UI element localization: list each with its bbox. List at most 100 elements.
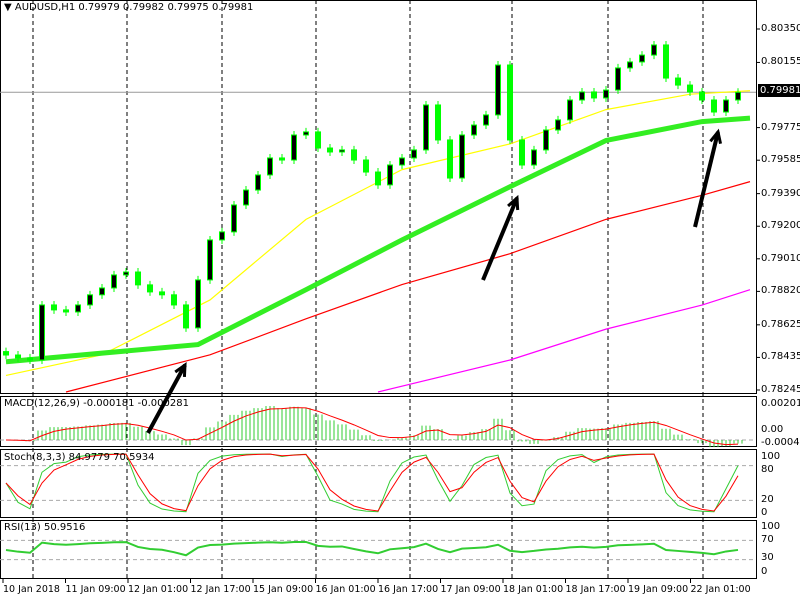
- stoch-main-line: [5, 453, 739, 513]
- candle-body: [447, 139, 453, 179]
- time-label: 18 Jan 17:00: [565, 584, 626, 595]
- candle-body: [39, 304, 45, 361]
- axis-label: 0.78435: [761, 351, 800, 363]
- candle-body: [603, 89, 609, 99]
- candle-body: [459, 134, 465, 179]
- axis-label: 0.78625: [761, 318, 800, 330]
- stoch-signal-line: [5, 453, 739, 512]
- axis-label: 0.002014: [761, 398, 800, 409]
- axis-label: 20: [761, 494, 774, 505]
- time-label: 11 Jan 09:00: [65, 584, 126, 595]
- candle-body: [495, 64, 501, 116]
- candle-body: [363, 159, 369, 173]
- axis-label: 0.80155: [761, 56, 800, 68]
- axis-label: 0.79200: [761, 220, 800, 232]
- candle-body: [699, 91, 705, 101]
- axis-label: 0.80350: [761, 23, 800, 34]
- time-label: 12 Jan 17:00: [190, 584, 251, 595]
- annotation-arrow: [693, 131, 720, 228]
- candle-body: [279, 157, 285, 161]
- candle-body: [435, 104, 441, 141]
- candle-body: [567, 99, 573, 121]
- candle-body: [339, 149, 345, 153]
- panel-frame: [0, 449, 757, 518]
- candle-body: [87, 294, 93, 306]
- annotation-arrow: [481, 197, 519, 281]
- candle-body: [267, 157, 273, 176]
- candle-body: [387, 164, 393, 186]
- candle-body: [219, 231, 225, 241]
- axis-label: 100: [761, 451, 781, 462]
- candle-body: [195, 279, 201, 329]
- axis-label: 0.79010: [761, 252, 800, 264]
- axis-label: 0.79585: [761, 154, 800, 166]
- candle-body: [75, 304, 81, 313]
- time-label: 10 Jan 2018: [3, 584, 60, 595]
- candle-body: [243, 189, 249, 206]
- time-label: 16 Jan 01:00: [315, 584, 376, 595]
- candle-body: [171, 294, 177, 306]
- axis-label: -0.000456: [761, 437, 800, 448]
- candle-body: [327, 147, 333, 153]
- time-label: 15 Jan 09:00: [253, 584, 314, 595]
- candle-body: [303, 131, 309, 136]
- macd-signal-line: [5, 407, 739, 446]
- arrow-head-icon: [709, 128, 722, 145]
- candle-body: [27, 357, 33, 361]
- rsi-label: RSI(13) 50.9516: [4, 522, 86, 533]
- candle-body: [123, 271, 129, 276]
- candle-body: [351, 149, 357, 161]
- panel-frame: [0, 396, 757, 447]
- candle-body: [627, 61, 633, 69]
- time-label: 18 Jan 01:00: [503, 584, 564, 595]
- candle-body: [183, 304, 189, 329]
- candle-body: [639, 54, 645, 63]
- axis-label: 0.78820: [761, 285, 800, 297]
- candle-body: [615, 67, 621, 91]
- moving-average-line: [65, 181, 751, 393]
- candle-body: [507, 64, 513, 141]
- axis-label: 0: [761, 507, 768, 518]
- axis-label: 0.79775: [761, 121, 800, 133]
- candle-body: [15, 354, 21, 359]
- arrow-head-icon: [507, 194, 520, 211]
- candle-body: [147, 284, 153, 293]
- dropdown-triangle-icon[interactable]: ▼: [4, 2, 12, 13]
- chart-header: ▼ AUDUSD,H1 0.79979 0.79982 0.79975 0.79…: [4, 2, 253, 14]
- moving-average-line: [377, 289, 751, 393]
- symbol-label: AUDUSD,H1: [14, 2, 76, 13]
- axis-label: 0.79390: [761, 187, 800, 199]
- axis-label: 30: [761, 552, 774, 563]
- candle-body: [483, 114, 489, 126]
- candle-body: [591, 91, 597, 99]
- candle-body: [651, 44, 657, 56]
- time-label: 12 Jan 01:00: [128, 584, 189, 595]
- panel-frame: [0, 520, 757, 579]
- ohlc-values: 0.79979 0.79982 0.79975 0.79981: [78, 2, 254, 13]
- candle-body: [411, 149, 417, 159]
- candle-body: [255, 174, 261, 191]
- candle-body: [531, 149, 537, 166]
- moving-average-line: [5, 90, 751, 377]
- stoch-label: Stoch(8,3,3) 84.9779 70.5934: [4, 452, 155, 463]
- candle-body: [375, 171, 381, 186]
- candle-body: [99, 287, 105, 296]
- candle-body: [723, 99, 729, 113]
- candle-body: [315, 131, 321, 149]
- candle-body: [711, 99, 717, 113]
- candle-body: [159, 291, 165, 296]
- candle-body: [231, 204, 237, 233]
- candle-body: [543, 129, 549, 151]
- annotation-arrow: [146, 364, 187, 434]
- rsi-line: [5, 540, 739, 557]
- candle-body: [555, 119, 561, 131]
- candle-body: [735, 91, 741, 101]
- candle-body: [423, 104, 429, 151]
- macd-label: MACD(12,26,9) -0.000181 -0.000281: [4, 398, 189, 409]
- candle-body: [471, 124, 477, 136]
- candle-body: [675, 77, 681, 86]
- time-label: 17 Jan 09:00: [440, 584, 501, 595]
- time-label: 22 Jan 01:00: [690, 584, 751, 595]
- candle-body: [291, 134, 297, 161]
